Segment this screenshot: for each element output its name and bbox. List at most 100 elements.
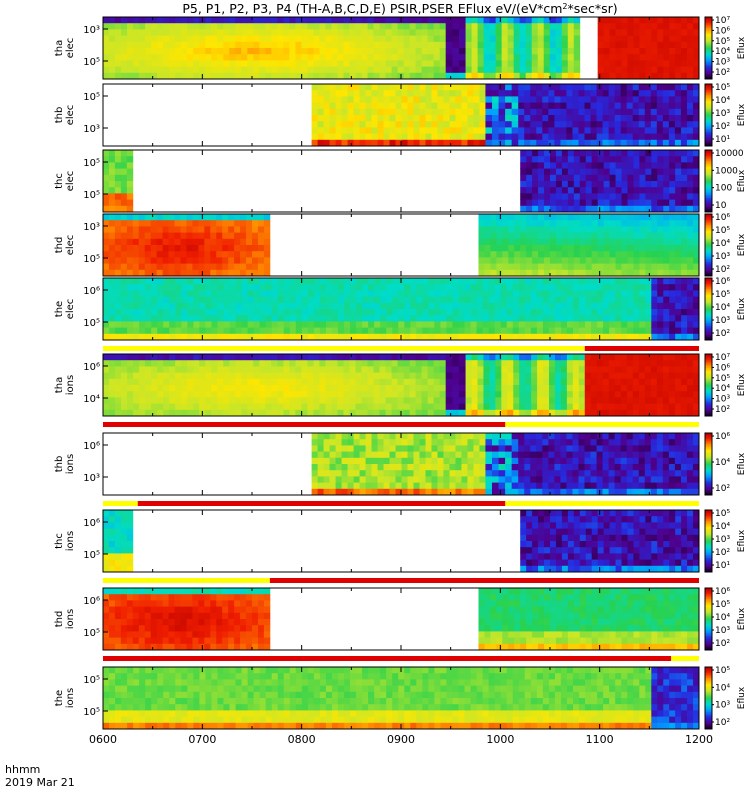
spectrogram-cell: [398, 315, 405, 322]
spectrogram-cell: [645, 174, 652, 182]
spectrogram-cell: [162, 226, 169, 233]
spectrogram-cell: [427, 29, 435, 36]
spectrogram-cell: [554, 127, 561, 134]
spectrogram-cell: [494, 327, 502, 335]
spectrogram-cell: [163, 54, 170, 61]
spectrogram-cell: [455, 108, 462, 116]
spectrogram-cell: [234, 269, 241, 277]
spectrogram-cell: [392, 327, 399, 335]
spectrogram-cell: [241, 35, 248, 43]
spectrogram-cell: [367, 41, 374, 49]
spectrogram-cell: [632, 115, 640, 122]
spectrogram-cell: [181, 278, 188, 285]
spectrogram-cell: [439, 403, 447, 411]
spectrogram-cell: [573, 193, 581, 200]
colorbar-tick-label: 10000: [715, 149, 744, 159]
spectrogram-cell: [175, 385, 182, 392]
spectrogram-cell: [350, 284, 357, 291]
spectrogram-cell: [657, 302, 664, 310]
spectrogram-cell: [211, 409, 218, 417]
spectrogram-cell: [385, 391, 392, 398]
spectrogram-cell: [361, 372, 368, 380]
spectrogram-cell: [109, 296, 116, 304]
spectrogram-cell: [609, 245, 616, 252]
spectrogram-cell: [133, 60, 140, 67]
spectrogram-cell: [609, 199, 616, 207]
colorbar-swatch: [705, 241, 712, 244]
spectrogram-cell: [494, 333, 502, 341]
spectrogram-cell: [419, 127, 426, 134]
spectrogram-cell: [253, 48, 260, 55]
spectrogram-cell: [397, 397, 405, 404]
figure-title: P5, P1, P2, P3, P4 (TH-A,B,C,D,E) PSIR,P…: [182, 1, 617, 16]
colorbar-swatch: [705, 75, 712, 78]
spectrogram-cell: [626, 409, 634, 417]
spectrogram-cell: [639, 150, 646, 157]
spectrogram-cell: [657, 269, 664, 277]
spectrogram-cell: [639, 199, 646, 207]
spectrogram-cell: [669, 232, 676, 240]
spectrogram-cell: [561, 263, 569, 271]
spectrogram-cell: [596, 366, 604, 373]
spectrogram-cell: [229, 48, 236, 55]
spectrogram-cell: [427, 403, 435, 411]
spectrogram-cell: [501, 385, 508, 392]
spectrogram-cell: [331, 23, 338, 30]
spectrogram-cell: [181, 54, 188, 61]
spectrogram-cell: [169, 296, 176, 304]
spectrogram-cell: [555, 238, 563, 246]
spectrogram-cell: [204, 251, 211, 258]
spectrogram-cell: [193, 366, 200, 373]
spectrogram-cell: [373, 23, 380, 30]
spectrogram-cell: [651, 29, 658, 36]
spectrogram-cell: [199, 54, 206, 61]
spectrogram-cell: [222, 232, 229, 240]
y-axis-label: thc: [54, 173, 65, 189]
spectrogram-cell: [620, 354, 628, 361]
spectrogram-cell: [443, 133, 450, 141]
spectrogram-cell: [550, 226, 557, 233]
spectrogram-cell: [115, 378, 122, 386]
spectrogram-cell: [329, 102, 336, 110]
spectrogram-cell: [669, 309, 676, 316]
spectrogram-cell: [544, 174, 551, 182]
spectrogram-cell: [407, 139, 414, 147]
spectrogram-cell: [608, 90, 616, 97]
colorbar-swatch: [705, 301, 712, 304]
spectrogram-cell: [404, 327, 411, 335]
spectrogram-cell: [632, 372, 640, 380]
spectrogram-cell: [425, 133, 432, 141]
spectrogram-cell: [259, 41, 266, 49]
spectrogram-cell: [419, 84, 426, 91]
spectrogram-cell: [548, 333, 556, 341]
spectrogram-cell: [240, 214, 247, 221]
spectrogram-cell: [343, 403, 350, 411]
spectrogram-cell: [477, 372, 484, 380]
spectrogram-cell: [537, 354, 544, 361]
colorbar-swatch: [705, 68, 712, 71]
spectrogram-cell: [415, 60, 423, 67]
spectrogram-cell: [627, 156, 634, 163]
spectrogram-cell: [241, 391, 248, 398]
spectrogram-cell: [211, 315, 218, 322]
spectrogram-cell: [126, 199, 134, 207]
spectrogram-cell: [439, 48, 447, 55]
spectrogram-cell: [657, 17, 664, 24]
spectrogram-cell: [289, 41, 296, 49]
spectrogram-cell: [645, 29, 652, 36]
spectrogram-cell: [597, 296, 604, 304]
spectrogram-cell: [228, 220, 235, 227]
spectrogram-cell: [591, 269, 599, 277]
spectrogram-cell: [121, 23, 128, 30]
spectrogram-cell: [434, 278, 441, 285]
spectrogram-cell: [543, 72, 551, 80]
spectrogram-cell: [181, 366, 188, 373]
spectrogram-cell: [693, 309, 700, 316]
spectrogram-cell: [431, 133, 438, 141]
status-bar-segment: [584, 346, 699, 351]
spectrogram-cell: [538, 187, 545, 194]
spectrogram-cell: [247, 17, 254, 24]
spectrogram-cell: [271, 360, 278, 367]
spectrogram-cell: [663, 162, 670, 169]
spectrogram-cell: [477, 60, 484, 67]
